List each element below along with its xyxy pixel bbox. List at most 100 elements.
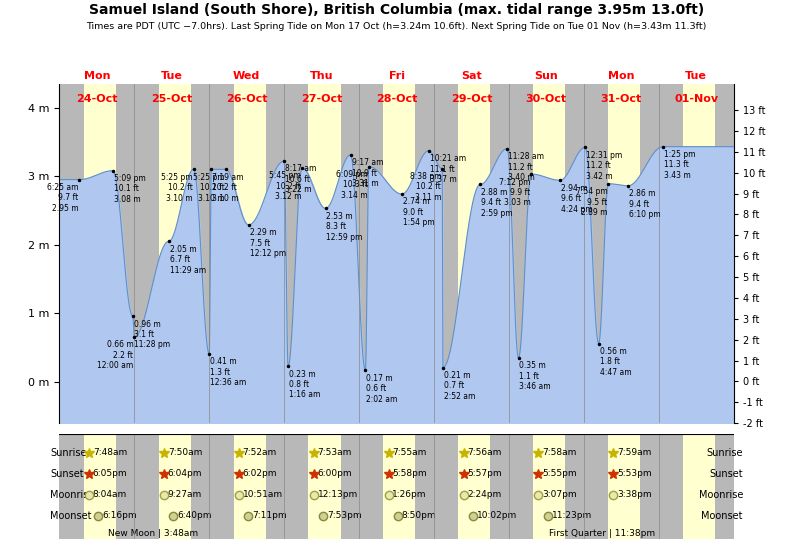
Bar [683,84,715,423]
Text: Moonset: Moonset [701,511,743,521]
Bar [191,434,209,539]
Text: Sunrise: Sunrise [50,448,86,458]
Bar [266,434,284,539]
Bar [234,84,266,423]
Bar [434,84,458,423]
Text: 7:54 pm
9.5 ft
2.89 m: 7:54 pm 9.5 ft 2.89 m [576,187,607,217]
Bar [383,434,416,539]
Text: Sunset: Sunset [50,469,84,479]
Bar [608,434,640,539]
Bar [59,84,84,423]
Text: Moonrise: Moonrise [699,490,743,500]
Text: 7:19 am
10.2 ft
3.10 m: 7:19 am 10.2 ft 3.10 m [212,172,243,203]
Text: 3:38pm: 3:38pm [617,490,652,499]
Text: 2.74 m
9.0 ft
1:54 pm: 2.74 m 9.0 ft 1:54 pm [403,197,435,227]
Bar [266,84,284,423]
Bar [308,434,340,539]
Text: 28-Oct: 28-Oct [376,94,417,104]
Text: 6:25 am
9.7 ft
2.95 m: 6:25 am 9.7 ft 2.95 m [47,183,79,213]
Text: Samuel Island (South Shore), British Columbia (max. tidal range 3.95m 13.0ft): Samuel Island (South Shore), British Col… [89,3,704,17]
Text: 25-Oct: 25-Oct [151,94,193,104]
Text: 29-Oct: 29-Oct [450,94,492,104]
Bar [715,434,734,539]
Bar [533,434,565,539]
Text: 10:02pm: 10:02pm [477,512,517,520]
Text: 2:24pm: 2:24pm [467,490,502,499]
Text: 7:58am: 7:58am [542,448,577,457]
Bar [509,434,533,539]
Text: 12:13pm: 12:13pm [317,490,358,499]
Bar [116,434,134,539]
Text: 8:17 am
10.6 ft
3.22 m: 8:17 am 10.6 ft 3.22 m [285,164,316,194]
Text: 31-Oct: 31-Oct [600,94,642,104]
Text: 0.66 m
2.2 ft
12:00 am: 0.66 m 2.2 ft 12:00 am [98,340,133,370]
Text: 5:58pm: 5:58pm [393,469,427,478]
Bar [134,84,159,423]
Bar [683,434,715,539]
Text: Tue: Tue [161,71,182,81]
Bar [659,84,683,423]
Text: 2.29 m
7.5 ft
12:12 pm: 2.29 m 7.5 ft 12:12 pm [250,229,285,258]
Text: 6:40pm: 6:40pm [177,512,212,520]
Text: 6:05pm: 6:05pm [93,469,128,478]
Text: 27-Oct: 27-Oct [301,94,343,104]
Bar [340,84,359,423]
Text: 5:25 pm
10.2 ft
3.10 m: 5:25 pm 10.2 ft 3.10 m [161,172,193,203]
Text: 11:28 am
11.2 ft
3.40 m: 11:28 am 11.2 ft 3.40 m [508,152,544,182]
Bar [59,434,84,539]
Text: 0.21 m
0.7 ft
2:52 am: 0.21 m 0.7 ft 2:52 am [444,371,475,401]
Text: 2.53 m
8.3 ft
12:59 pm: 2.53 m 8.3 ft 12:59 pm [327,212,363,241]
Text: 0.56 m
1.8 ft
4:47 am: 0.56 m 1.8 ft 4:47 am [600,347,631,377]
Text: 3:07pm: 3:07pm [542,490,577,499]
Bar [416,84,434,423]
Bar [340,434,359,539]
Bar [234,434,266,539]
Bar [458,434,490,539]
Text: Thu: Thu [310,71,333,81]
Bar [134,434,159,539]
Bar [416,434,434,539]
Text: 0.41 m
1.3 ft
12:36 am: 0.41 m 1.3 ft 12:36 am [210,357,247,387]
Bar [84,434,116,539]
Bar [159,84,191,423]
Text: 5:25 pm
10.2 ft
3.10 m: 5:25 pm 10.2 ft 3.10 m [193,172,224,203]
Text: 6:00pm: 6:00pm [317,469,352,478]
Text: 7:52am: 7:52am [243,448,277,457]
Text: 2.86 m
9.4 ft
6:10 pm: 2.86 m 9.4 ft 6:10 pm [629,189,661,219]
Bar [533,84,565,423]
Text: Mon: Mon [608,71,634,81]
Bar [308,84,340,423]
Text: 2.88 m
9.4 ft
2:59 pm: 2.88 m 9.4 ft 2:59 pm [481,188,513,218]
Bar [509,84,533,423]
Text: 01-Nov: 01-Nov [674,94,718,104]
Text: 7:53am: 7:53am [317,448,352,457]
Text: 8:38 pm
10.2 ft
3.11 m: 8:38 pm 10.2 ft 3.11 m [410,172,441,202]
Text: Sun: Sun [534,71,558,81]
Text: Tue: Tue [685,71,707,81]
Text: 6:16pm: 6:16pm [102,512,137,520]
Bar [359,84,383,423]
Text: 5:45 pm
10.2 ft
3.12 m: 5:45 pm 10.2 ft 3.12 m [270,171,301,201]
Text: Wed: Wed [233,71,260,81]
Bar [383,84,416,423]
Bar [490,84,509,423]
Text: 6:04pm: 6:04pm [168,469,202,478]
Bar [715,84,734,423]
Text: 0.35 m
1.1 ft
3:46 am: 0.35 m 1.1 ft 3:46 am [519,361,551,391]
Text: 30-Oct: 30-Oct [526,94,567,104]
Bar [565,84,584,423]
Text: 2.94 m
9.6 ft
4:24 pm: 2.94 m 9.6 ft 4:24 pm [561,184,592,213]
Text: Fri: Fri [389,71,404,81]
Text: 5:53pm: 5:53pm [617,469,652,478]
Text: Times are PDT (UTC −7.0hrs). Last Spring Tide on Mon 17 Oct (h=3.24m 10.6ft). Ne: Times are PDT (UTC −7.0hrs). Last Spring… [86,22,707,31]
Text: 6:09 pm
10.3 ft
3.14 m: 6:09 pm 10.3 ft 3.14 m [336,170,368,200]
Text: Sunset: Sunset [709,469,743,479]
Bar [84,84,116,423]
Bar [584,84,608,423]
Bar [209,84,234,423]
Text: 10:21 am
11.1 ft
3.37 m: 10:21 am 11.1 ft 3.37 m [430,154,465,184]
Text: Moonset: Moonset [50,511,92,521]
Text: 8:04am: 8:04am [93,490,127,499]
Text: Moonrise: Moonrise [50,490,94,500]
Text: 7:55am: 7:55am [393,448,427,457]
